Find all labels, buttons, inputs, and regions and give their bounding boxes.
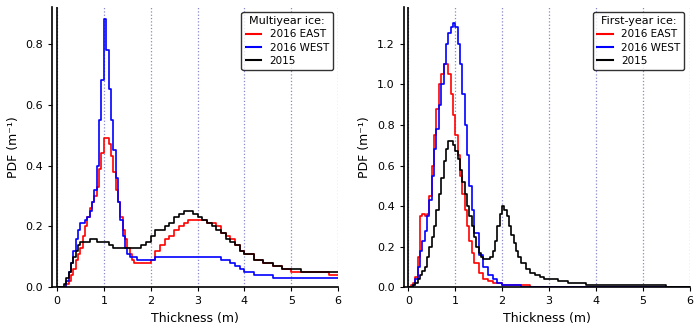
Legend: 2016 EAST, 2016 WEST, 2015: 2016 EAST, 2016 WEST, 2015 bbox=[593, 12, 685, 70]
Y-axis label: PDF (m⁻¹): PDF (m⁻¹) bbox=[358, 116, 371, 178]
Y-axis label: PDF (m⁻¹): PDF (m⁻¹) bbox=[7, 116, 20, 178]
X-axis label: Thickness (m): Thickness (m) bbox=[503, 312, 591, 325]
X-axis label: Thickness (m): Thickness (m) bbox=[151, 312, 239, 325]
Legend: 2016 EAST, 2016 WEST, 2015: 2016 EAST, 2016 WEST, 2015 bbox=[241, 12, 333, 70]
